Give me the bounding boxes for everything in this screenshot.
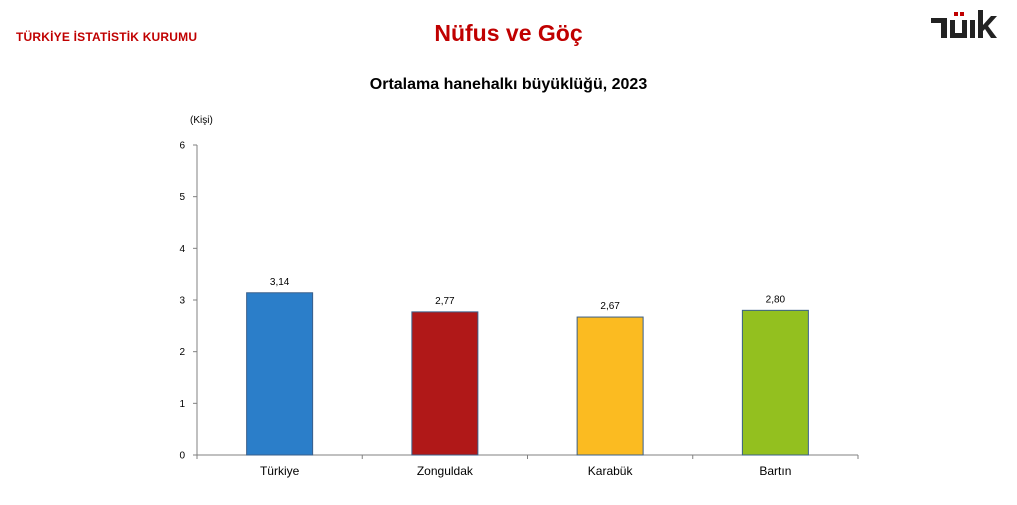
chart-title: Ortalama hanehalkı büyüklüğü, 2023 [369, 76, 648, 93]
tuik-logo [929, 8, 999, 47]
y-tick-label: 5 [179, 192, 185, 203]
data-label: 2,77 [435, 296, 455, 307]
y-tick-label: 4 [179, 244, 185, 255]
y-tick-label: 1 [179, 399, 185, 410]
data-labels-group: 3,14 2,77 2,67 2,80 [270, 277, 786, 312]
organization-name: TÜRKİYE İSTATİSTİK KURUMU [16, 30, 198, 44]
category-label: Karabük [588, 464, 634, 478]
category-label: Türkiye [260, 464, 300, 478]
bar [576, 316, 644, 456]
category-label: Bartın [759, 464, 791, 478]
y-tick-label: 2 [179, 347, 185, 358]
category-labels-group: Türkiye Zonguldak Karabük Bartın [260, 464, 791, 478]
y-tick-label: 6 [179, 141, 185, 152]
data-label: 2,67 [600, 301, 620, 312]
bar [246, 292, 314, 456]
y-axis-ticks: 0 1 2 3 4 5 6 [179, 141, 197, 462]
data-label: 3,14 [270, 277, 290, 288]
y-tick-label: 0 [179, 451, 185, 462]
tuik-logo-icon [931, 10, 997, 38]
category-label: Zonguldak [417, 464, 474, 478]
bar [741, 309, 809, 456]
page-header: TÜRKİYE İSTATİSTİK KURUMU Nüfus ve Göç [0, 0, 1017, 62]
bar-chart: (Kişi) 0 1 2 3 4 5 6 3,14 2,77 2,67 2,80 Türkiye Z… [179, 115, 859, 478]
data-label: 2,80 [766, 294, 786, 305]
bars-group [246, 292, 809, 456]
section-title: Nüfus ve Göç [434, 20, 583, 46]
y-axis-unit-label: (Kişi) [190, 115, 213, 126]
y-tick-label: 3 [179, 296, 185, 307]
bar [411, 311, 479, 456]
